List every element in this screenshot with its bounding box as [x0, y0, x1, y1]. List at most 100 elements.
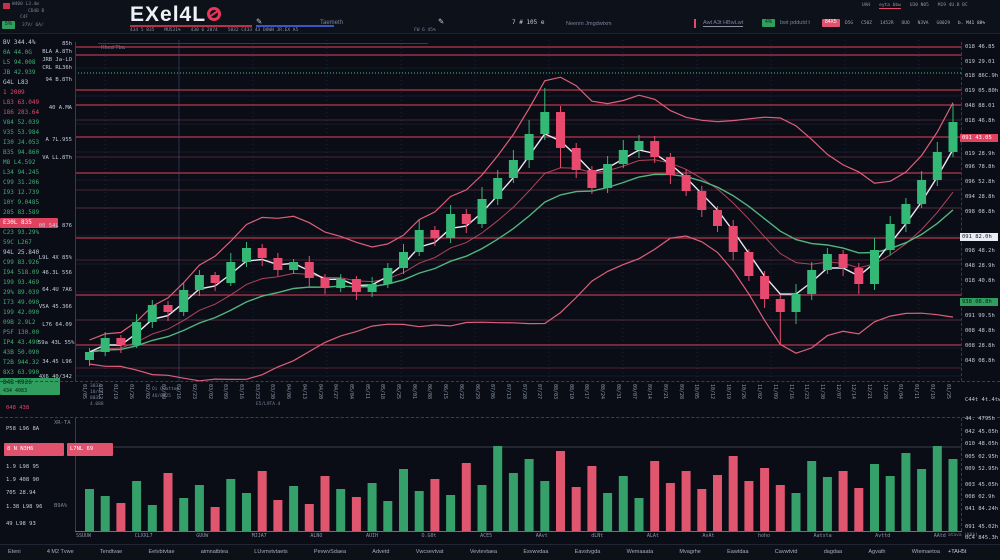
statusbar-item[interactable]: Wemaaata	[626, 549, 654, 555]
date-label: 07/27	[536, 384, 543, 400]
list-item[interactable]: BV 344.4%	[3, 39, 36, 46]
buy-chip[interactable]: 4%	[762, 19, 776, 27]
market-link[interactable]: Awt A3t HBwLwt	[703, 20, 744, 28]
list-item[interactable]: L83 63.049	[3, 99, 40, 106]
list-item[interactable]: 43B 50.090	[3, 349, 40, 356]
candle	[540, 88, 550, 140]
header-mini-item[interactable]: UAH	[862, 3, 871, 8]
list-item[interactable]: P5F 130.00	[3, 329, 40, 336]
volume-chart[interactable]	[75, 418, 962, 532]
axis-label: Aatsta	[813, 533, 832, 539]
statusbar-item[interactable]: Mvagrhe	[679, 549, 701, 555]
price-label: 49 L98 93	[6, 521, 36, 527]
statusbar-item[interactable]: Agvath	[868, 549, 886, 555]
statusbar-item[interactable]: Vevtevtaea	[469, 549, 498, 555]
indicator-counter[interactable]: 7 # 105 e	[512, 19, 545, 26]
volume-bar	[163, 473, 173, 531]
statusbar-item[interactable]: Wtemaetoa	[911, 549, 940, 555]
list-item[interactable]: I93 12.739	[3, 189, 40, 196]
volume-bar	[807, 461, 817, 531]
header-menu-item[interactable]: D5G	[845, 21, 854, 26]
volume-bar	[351, 497, 361, 531]
list-item[interactable]: I73 49.090	[3, 299, 40, 306]
header-mini-item[interactable]: eyta bbw	[879, 3, 901, 9]
watchlist-highlight[interactable]: E30L 835	[0, 218, 58, 228]
date-label: 10/12	[709, 384, 715, 400]
header-menu-item[interactable]: C50Z	[861, 21, 872, 26]
volume-bar	[556, 451, 565, 531]
account-label[interactable]: Neenm Jmgdwtxm	[566, 21, 612, 27]
statusbar-item[interactable]: Eavstvgda	[574, 549, 601, 555]
candle	[336, 274, 346, 292]
statusbar-item[interactable]: Advetd	[372, 549, 390, 555]
list-item[interactable]: 59C L267	[3, 239, 32, 246]
statusbar-item[interactable]: Tendtvae	[99, 549, 123, 555]
list-item[interactable]: IP4 43.490	[3, 339, 40, 346]
list-item[interactable]: 09B 2.9L2	[3, 319, 36, 326]
volume-bar	[744, 481, 754, 531]
list-item[interactable]: 1 2009	[3, 89, 25, 96]
add-button[interactable]: +TAH5t	[948, 549, 967, 555]
watchlist-highlight[interactable]: B4B K926 434 4083	[0, 378, 60, 395]
date-label: 07/06	[489, 384, 496, 400]
statusbar-item[interactable]: Eetvbtvtae	[148, 549, 175, 555]
axis-label: 009 52.95h	[965, 466, 999, 472]
list-item[interactable]: 10Y 9.0485	[3, 199, 40, 206]
statusbar-item[interactable]: Cavwtvtd	[774, 549, 798, 555]
header-mini-item[interactable]: U30 N05	[909, 3, 929, 8]
header-menu-item[interactable]: 1452R	[879, 21, 894, 26]
list-item[interactable]: 0A 44.0G	[3, 49, 32, 56]
date-label: 09/14	[646, 384, 653, 400]
list-item[interactable]: C23 93.29%	[3, 229, 40, 236]
list-item[interactable]: 199 93.469	[3, 279, 40, 286]
statusbar-item[interactable]: LUvmvtvtaets	[254, 549, 288, 555]
list-item[interactable]: 285 83.589	[3, 209, 40, 216]
main-chart[interactable]	[75, 40, 962, 382]
axis-label: B9A%	[54, 503, 68, 509]
header-menu-item[interactable]: G0029	[936, 21, 951, 26]
candle	[697, 186, 707, 217]
statusbar-item[interactable]: Vwcsevtvat	[415, 549, 444, 555]
list-item[interactable]: I30 J4.053	[3, 139, 40, 146]
header-mini-item[interactable]: M19 4U.B BC	[937, 3, 968, 8]
list-item[interactable]: L34 94.245	[3, 169, 40, 176]
statusbar-item[interactable]: aimnatbtea	[200, 549, 229, 555]
list-item[interactable]: C99 31.206	[3, 179, 40, 186]
statusbar-item[interactable]: PevwvSdaea	[313, 549, 347, 555]
list-item[interactable]: 186 283.64	[3, 109, 40, 116]
timeframe-label[interactable]: Taemeth	[320, 20, 344, 26]
candle	[665, 153, 675, 184]
list-item[interactable]: 199 42.090	[3, 309, 40, 316]
list-item[interactable]: 8X3 63.990	[3, 369, 40, 376]
list-item[interactable]: 94L 25.840	[3, 249, 40, 256]
app-logo[interactable]: EXel4L	[130, 3, 222, 27]
list-item[interactable]: M8 L4.592	[3, 159, 36, 166]
axis-annotation: 3033	[90, 384, 101, 389]
list-item[interactable]: G4L L83	[3, 79, 29, 86]
date-label: 12/21	[866, 384, 872, 400]
list-item[interactable]: I94 518.09	[3, 269, 40, 276]
list-item[interactable]: JB 42.939	[3, 69, 36, 76]
sell-chip[interactable]: 84X5	[822, 19, 840, 27]
header-menu-item[interactable]: OUO	[901, 21, 910, 26]
statusbar-item[interactable]: dagdaa	[823, 549, 843, 555]
list-item[interactable]: V84 52.039	[3, 119, 40, 126]
statusbar-item[interactable]: 4 M2 Tvwe	[46, 549, 74, 555]
list-item[interactable]: 29% 89.039	[3, 289, 40, 296]
axis-label: 041 84.24h	[965, 506, 999, 512]
statusbar-item[interactable]: Esvwvdaa	[523, 549, 549, 555]
candle	[242, 242, 251, 267]
header-menu-item[interactable]: N3VA	[917, 21, 929, 26]
list-item[interactable]: T2B 944.32	[3, 359, 40, 366]
draw-tool-icon[interactable]: ✎	[256, 17, 263, 26]
candle	[383, 263, 393, 288]
volume-bar	[320, 476, 330, 531]
statusbar-item[interactable]: Eteni	[8, 549, 21, 555]
draw-tool-icon-2[interactable]: ✎	[438, 17, 445, 26]
list-item[interactable]: L5 94.008	[3, 59, 36, 66]
list-item[interactable]: C99 83.926	[3, 259, 40, 266]
product-label[interactable]: bwt pddutd t	[780, 20, 810, 26]
list-item[interactable]: B35 94.860	[3, 149, 40, 156]
list-item[interactable]: V35 53.984	[3, 129, 40, 136]
statusbar-item[interactable]: Eawtdaa	[727, 549, 749, 555]
